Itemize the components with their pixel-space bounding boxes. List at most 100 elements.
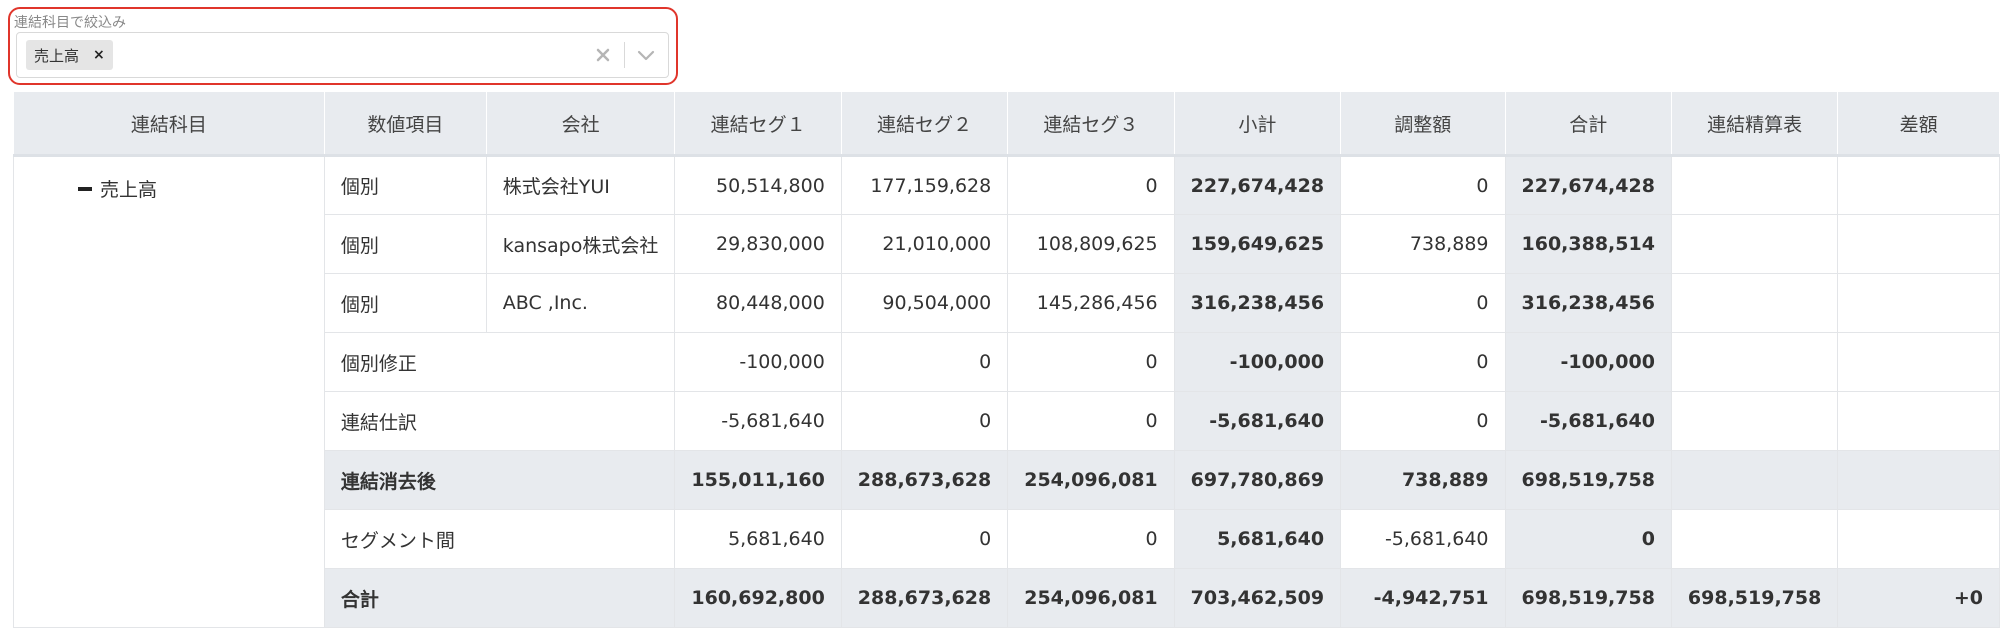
value-cell: -5,681,640 [674,391,842,451]
item-cell: 個別修正 [323,332,676,392]
value-cell: 0 [1340,391,1506,451]
item-cell: 連結仕訳 [323,391,676,451]
value-cell: 697,780,869 [1173,450,1342,510]
chip-label: 売上高 [34,46,80,65]
value-cell: 288,673,628 [840,568,1009,628]
value-cell: 155,011,160 [674,450,842,510]
value-cell: 177,159,628 [840,155,1009,215]
company-cell: ABC ,Inc. [485,273,676,333]
value-cell: 0 [1007,509,1175,569]
chevron-down-icon[interactable] [633,43,659,67]
company-cell: 株式会社YUI [485,155,676,215]
value-cell: 21,010,000 [840,214,1009,274]
value-cell: 145,286,456 [1007,273,1175,333]
table-row: セグメント間 5,681,640 0 0 5,681,640 -5,681,640 0 [14,509,2000,569]
table-row: 個別修正 -100,000 0 0 -100,000 0 -100,000 [14,332,2000,392]
value-cell: 160,692,800 [674,568,842,628]
value-cell: +0 [1837,568,2000,628]
column-header: 会社 [485,91,676,157]
value-cell: 0 [1007,391,1175,451]
value-cell [1670,332,1839,392]
item-cell: 個別 [323,273,487,333]
value-cell: 0 [840,509,1009,569]
item-cell: 個別 [323,214,487,274]
value-cell: 5,681,640 [674,509,842,569]
column-header: 連結セグ１ [674,91,842,157]
column-header: 小計 [1173,91,1342,157]
account-filter: 連結科目で絞込み 売上高 × [8,7,678,85]
value-cell [1670,450,1839,510]
value-cell [1837,509,2000,569]
value-cell: 698,519,758 [1504,450,1672,510]
column-header: 調整額 [1340,91,1506,157]
company-cell: kansapo株式会社 [485,214,676,274]
value-cell: 288,673,628 [840,450,1009,510]
value-cell: 0 [1340,155,1506,215]
table-header-row: 連結科目 数値項目 会社 連結セグ１ 連結セグ２ 連結セグ３ 小計 調整額 合計 連結精算表 差額 [13,91,2000,157]
column-header: 連結科目 [13,91,325,157]
value-cell: 160,388,514 [1504,214,1672,274]
column-header: 連結セグ３ [1007,91,1175,157]
value-cell [1670,214,1839,274]
value-cell: -100,000 [674,332,842,392]
value-cell [1670,509,1839,569]
select-separator [624,42,625,68]
table-row: 個別 kansapo株式会社 29,830,000 21,010,000 108,809… [14,214,2000,274]
table-row: 連結仕訳 -5,681,640 0 0 -5,681,640 0 -5,681,640 [14,391,2000,451]
value-cell: 738,889 [1340,214,1506,274]
value-cell: 5,681,640 [1173,509,1342,569]
value-cell: 159,649,625 [1173,214,1342,274]
value-cell: 90,504,000 [840,273,1009,333]
value-cell [1837,214,2000,274]
value-cell [1670,273,1839,333]
item-cell: 個別 [323,155,487,215]
column-header: 差額 [1837,91,2000,157]
value-cell [1670,155,1839,215]
value-cell: 316,238,456 [1173,273,1342,333]
column-header: 数値項目 [323,91,487,157]
value-cell: 698,519,758 [1504,568,1672,628]
value-cell: 316,238,456 [1504,273,1672,333]
collapse-icon[interactable] [78,186,92,191]
value-cell: -5,681,640 [1504,391,1672,451]
column-header: 連結セグ２ [840,91,1009,157]
value-cell: 0 [840,332,1009,392]
value-cell [1837,155,2000,215]
value-cell: 254,096,081 [1007,568,1175,628]
value-cell: 254,096,081 [1007,450,1175,510]
value-cell: -4,942,751 [1340,568,1506,628]
value-cell: 703,462,509 [1173,568,1342,628]
account-cell: 売上高 [13,155,325,628]
value-cell: -5,681,640 [1340,509,1506,569]
item-cell: 合計 [323,568,676,628]
value-cell [1837,332,2000,392]
item-cell: 連結消去後 [323,450,676,510]
value-cell: 0 [1007,155,1175,215]
value-cell: 108,809,625 [1007,214,1175,274]
value-cell: 738,889 [1340,450,1506,510]
value-cell: 0 [1340,273,1506,333]
value-cell: 0 [1340,332,1506,392]
chip-remove-icon[interactable]: × [93,47,105,63]
value-cell: -5,681,640 [1173,391,1342,451]
value-cell: 227,674,428 [1504,155,1672,215]
value-cell: 698,519,758 [1670,568,1839,628]
account-filter-select[interactable]: 売上高 × [16,32,669,78]
table-row: 売上高 個別 株式会社YUI 50,514,800 177,159,628 0 227,67… [13,155,2000,628]
value-cell: 0 [840,391,1009,451]
value-cell [1837,391,2000,451]
value-cell [1670,391,1839,451]
account-label: 売上高 [100,179,158,201]
value-cell [1837,273,2000,333]
value-cell: 50,514,800 [674,155,842,215]
selected-account-chip: 売上高 × [26,40,113,70]
table-row: 個別 ABC ,Inc. 80,448,000 90,504,000 145,286,4… [14,273,2000,333]
close-icon[interactable] [589,41,617,69]
value-cell: 227,674,428 [1173,155,1342,215]
value-cell [1837,450,2000,510]
filter-label: 連結科目で絞込み [14,15,126,31]
value-cell: 0 [1504,509,1672,569]
value-cell: 80,448,000 [674,273,842,333]
value-cell: -100,000 [1504,332,1672,392]
value-cell: -100,000 [1173,332,1342,392]
